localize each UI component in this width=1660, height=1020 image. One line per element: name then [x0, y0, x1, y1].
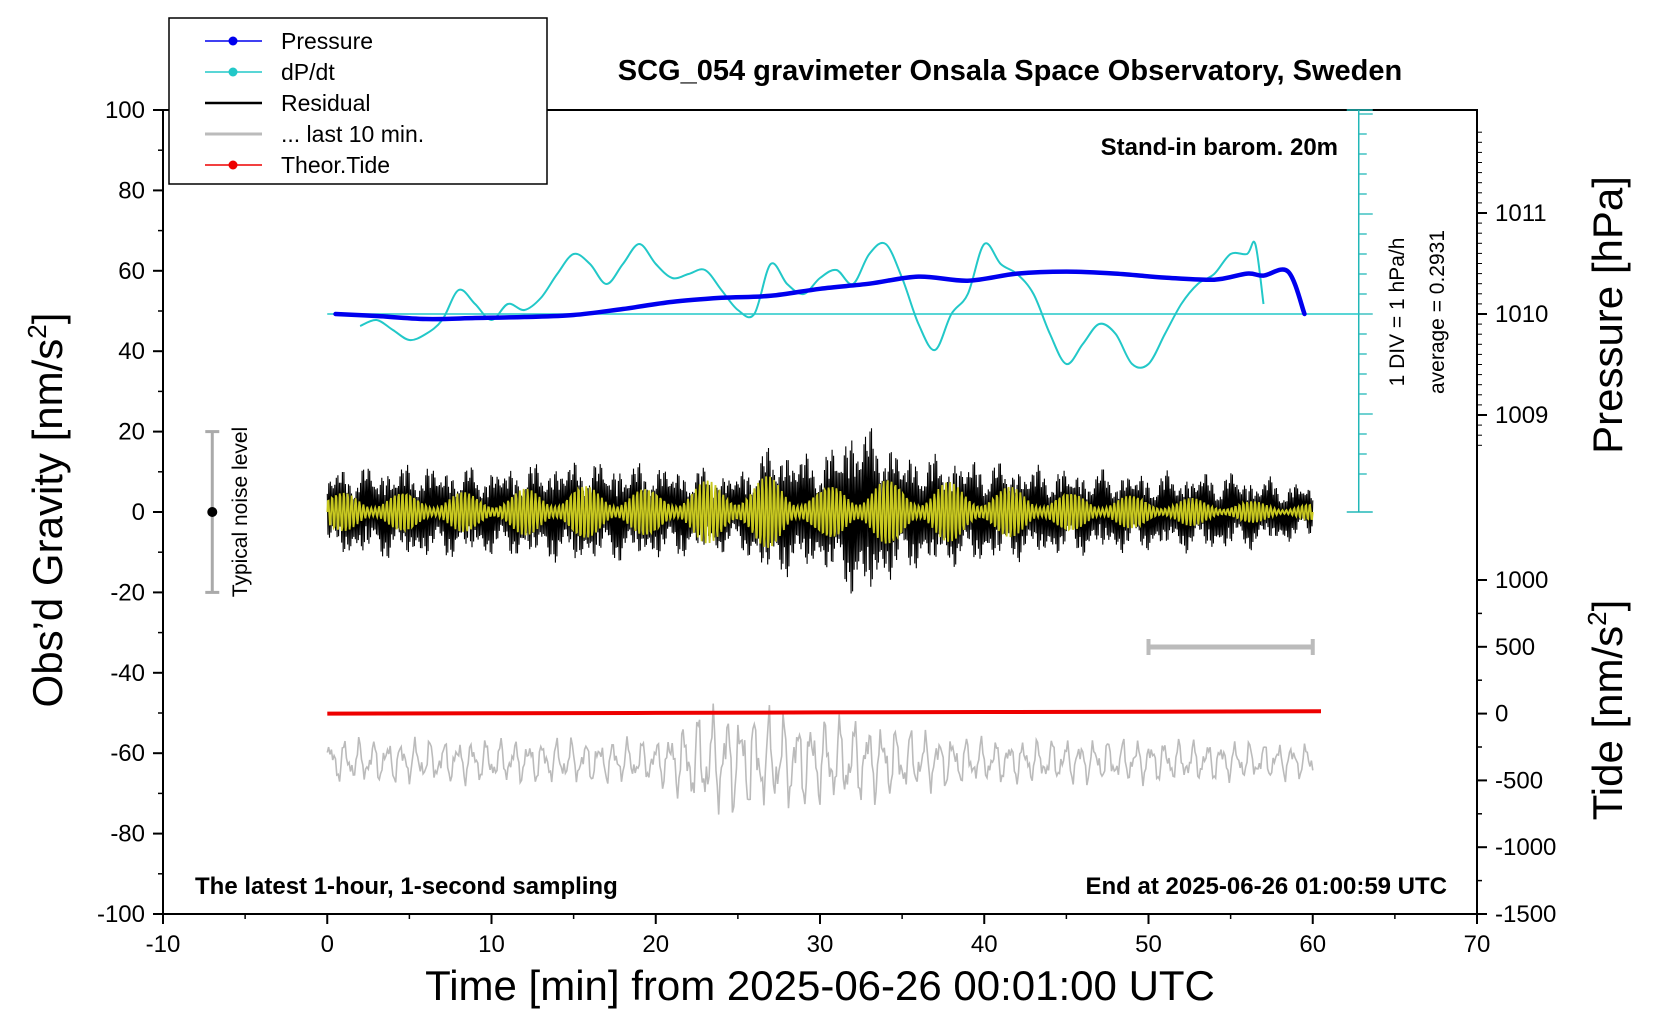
barometer-note: Stand-in barom. 20m	[1101, 134, 1338, 161]
axis-ticks: -10 0 10 20 30 40 50 60 70100806040200-20-40-60-…	[97, 97, 1556, 958]
x-tick-label: 70	[1464, 931, 1491, 958]
legend-box	[168, 17, 548, 185]
pressure-tick-label: 1011	[1495, 200, 1547, 227]
legend-label: Residual	[281, 90, 371, 116]
legend-swatch-dot	[228, 160, 238, 170]
y-axis-label-pressure: Pressure [hPa]	[1584, 176, 1631, 454]
y-tick-label: -40	[110, 660, 145, 687]
tide-tick-label: 0	[1495, 701, 1508, 728]
tide-tick-label: -1500	[1495, 901, 1556, 928]
series-dpdt-line	[359, 240, 1265, 369]
legend-label: Theor.Tide	[281, 152, 390, 178]
y-tick-label: 0	[132, 499, 145, 526]
y-tick-label: -80	[110, 821, 145, 848]
div-scale-note: 1 DIV = 1 hPa/h	[1386, 238, 1409, 387]
legend-label: Pressure	[281, 28, 373, 54]
series-last10-line	[326, 703, 1314, 815]
pressure-tick-label: 1009	[1495, 402, 1548, 429]
y-axis-label-tide: Tide [nm/s2]	[1582, 600, 1631, 821]
y-axis-label-tide-base: Tide [nm/s	[1584, 626, 1631, 821]
x-tick-label: 60	[1299, 931, 1326, 958]
legend-label: ... last 10 min.	[281, 121, 424, 147]
y-axis-label-tide-exp: 2	[1582, 611, 1612, 625]
x-axis-label: Time [min] from 2025-06-26 00:01:00 UTC	[425, 962, 1215, 1009]
y-tick-label: 100	[105, 97, 145, 124]
series-layer	[205, 109, 1373, 815]
chart-title: SCG_054 gravimeter Onsala Space Observat…	[618, 55, 1402, 87]
y-axis-label-left-base: Obs’d Gravity [nm/s	[24, 339, 71, 708]
x-tick-label: 0	[321, 931, 334, 958]
average-note: average = 0.2931	[1426, 230, 1449, 394]
series-residual-filtered-line	[326, 476, 1314, 548]
x-tick-label: 50	[1135, 931, 1162, 958]
y-tick-label: 20	[118, 419, 145, 446]
pressure-tick-label: 1010	[1495, 301, 1548, 328]
tide-tick-label: -1000	[1495, 834, 1556, 861]
y-tick-label: 40	[118, 338, 145, 365]
y-tick-label: 80	[118, 177, 145, 204]
tide-tick-label: -500	[1495, 767, 1543, 794]
y-axis-label-left-close: ]	[24, 313, 71, 325]
y-axis-label-tide-close: ]	[1584, 600, 1631, 612]
end-time-note: End at 2025-06-26 01:00:59 UTC	[1086, 873, 1448, 900]
legend-label: dP/dt	[281, 59, 335, 85]
y-tick-label: -60	[110, 740, 145, 767]
legend-swatch-dot	[228, 36, 238, 46]
y-axis-label-left: Obs’d Gravity [nm/s2]	[22, 313, 71, 708]
y-tick-label: -20	[110, 579, 145, 606]
legend-swatch-dot	[228, 67, 238, 77]
x-tick-label: 30	[807, 931, 834, 958]
series-pressure-line	[333, 267, 1307, 322]
legend-items: Pressure dP/dt Residual ... last 10 min. The…	[205, 28, 424, 178]
x-tick-label: 10	[478, 931, 505, 958]
x-tick-label: 20	[642, 931, 669, 958]
y-axis-label-left-exp: 2	[22, 324, 52, 338]
x-tick-label: -10	[146, 931, 181, 958]
tide-tick-label: 500	[1495, 634, 1535, 661]
noise-level-note: Typical noise level	[229, 427, 252, 597]
legend: Pressure dP/dt Residual ... last 10 min. The…	[168, 17, 548, 185]
y-tick-label: 60	[118, 258, 145, 285]
series-residual-line	[326, 428, 1314, 594]
x-tick-label: 40	[971, 931, 998, 958]
tide-tick-label: 1000	[1495, 567, 1548, 594]
y-tick-label: -100	[97, 901, 145, 928]
sampling-note: The latest 1-hour, 1-second sampling	[195, 873, 618, 900]
series-tide-line	[327, 709, 1322, 716]
noise-bar-dot	[207, 507, 218, 517]
